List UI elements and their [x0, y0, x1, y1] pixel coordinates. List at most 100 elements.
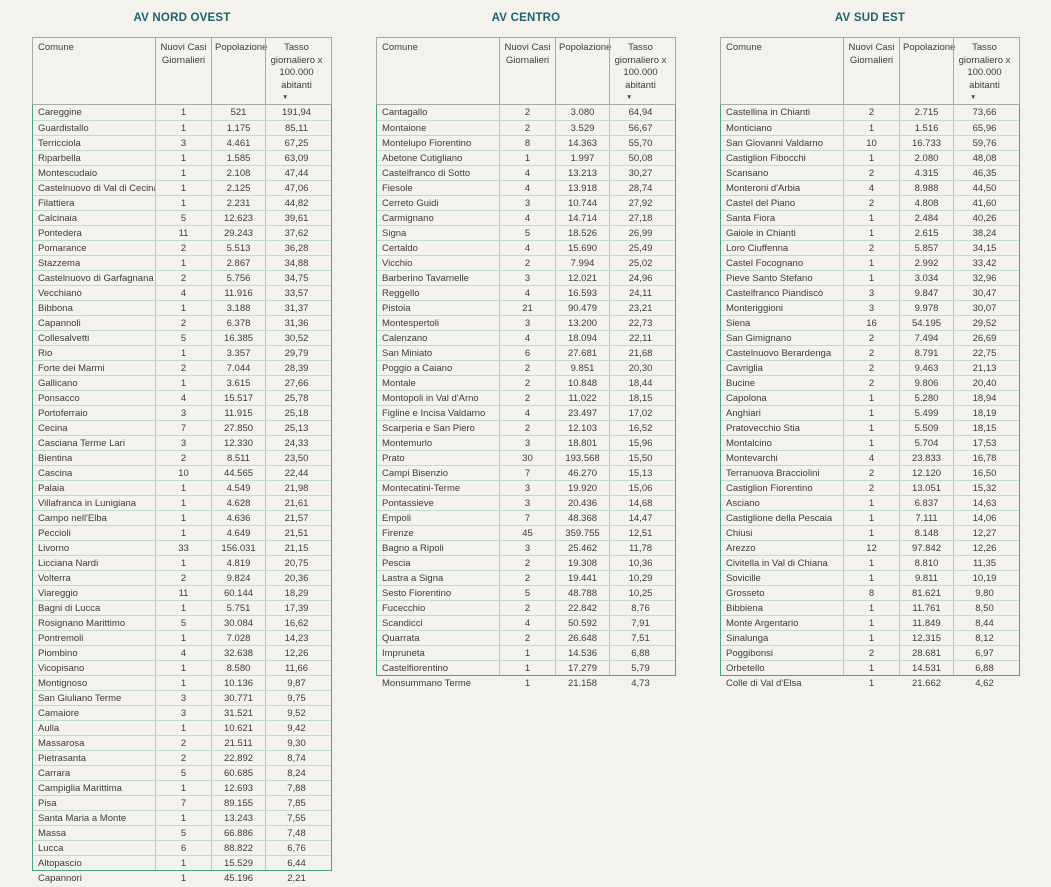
table-row[interactable]: Santa Fiora 1 2.484 40,26	[721, 210, 1019, 226]
table-row[interactable]: Montopoli in Val d'Arno 2 11.022 18,15	[377, 390, 675, 406]
table-row[interactable]: Fiesole 4 13.918 28,74	[377, 180, 675, 196]
table-row[interactable]: Montescudaio 1 2.108 47,44	[33, 165, 331, 181]
table-row[interactable]: Montelupo Fiorentino 8 14.363 55,70	[377, 135, 675, 151]
table-row[interactable]: Rosignano Marittimo 5 30.084 16,62	[33, 615, 331, 631]
table-row[interactable]: Chiusi 1 8.148 12,27	[721, 525, 1019, 541]
table-row[interactable]: Castiglion Fibocchi 1 2.080 48,08	[721, 150, 1019, 166]
table-row[interactable]: Fucecchio 2 22.842 8,76	[377, 600, 675, 616]
table-row[interactable]: Careggine 1 521 191,94	[33, 105, 331, 121]
table-row[interactable]: Volterra 2 9.824 20,36	[33, 570, 331, 586]
table-row[interactable]: Signa 5 18.526 26,99	[377, 225, 675, 241]
table-row[interactable]: Bagni di Lucca 1 5.751 17,39	[33, 600, 331, 616]
table-row[interactable]: Scansano 2 4.315 46,35	[721, 165, 1019, 181]
table-row[interactable]: Filattiera 1 2.231 44,82	[33, 195, 331, 211]
table-row[interactable]: Pistoia 21 90.479 23,21	[377, 300, 675, 316]
table-row[interactable]: Vicopisano 1 8.580 11,66	[33, 660, 331, 676]
table-row[interactable]: Grosseto 8 81.621 9,80	[721, 585, 1019, 601]
table-row[interactable]: Scandicci 4 50.592 7,91	[377, 615, 675, 631]
table-row[interactable]: Pisa 7 89.155 7,85	[33, 795, 331, 811]
table-row[interactable]: Rio 1 3.357 29,79	[33, 345, 331, 361]
table-row[interactable]: Capannoli 2 6.378 31,36	[33, 315, 331, 331]
table-row[interactable]: Scarperia e San Piero 2 12.103 16,52	[377, 420, 675, 436]
table-row[interactable]: Vecchiano 4 11.916 33,57	[33, 285, 331, 301]
table-row[interactable]: Sesto Fiorentino 5 48.788 10,25	[377, 585, 675, 601]
table-row[interactable]: Castiglion Fiorentino 2 13.051 15,32	[721, 480, 1019, 496]
table-row[interactable]: Gaiole in Chianti 1 2.615 38,24	[721, 225, 1019, 241]
table-row[interactable]: Cerreto Guidi 3 10.744 27,92	[377, 195, 675, 211]
table-row[interactable]: Portoferraio 3 11.915 25,18	[33, 405, 331, 421]
table-row[interactable]: Sovicille 1 9.811 10,19	[721, 570, 1019, 586]
table-row[interactable]: Bibbiena 1 11.761 8,50	[721, 600, 1019, 616]
table-row[interactable]: Gallicano 1 3.615 27,66	[33, 375, 331, 391]
table-row[interactable]: Figline e Incisa Valdarno 4 23.497 17,02	[377, 405, 675, 421]
table-row[interactable]: Poggibonsi 2 28.681 6,97	[721, 645, 1019, 661]
table-row[interactable]: Pieve Santo Stefano 1 3.034 32,96	[721, 270, 1019, 286]
table-row[interactable]: Montevarchi 4 23.833 16,78	[721, 450, 1019, 466]
table-row[interactable]: Arezzo 12 97.842 12,26	[721, 540, 1019, 556]
table-row[interactable]: Montespertoli 3 13.200 22,73	[377, 315, 675, 331]
column-header-nuovi-casi[interactable]: Nuovi Casi Giornalieri	[843, 38, 899, 105]
table-row[interactable]: Prato 30 193.568 15,50	[377, 450, 675, 466]
table-row[interactable]: Ponsacco 4 15.517 25,78	[33, 390, 331, 406]
table-row[interactable]: Castelnuovo Berardenga 2 8.791 22,75	[721, 345, 1019, 361]
table-row[interactable]: Loro Ciuffenna 2 5.857 34,15	[721, 240, 1019, 256]
table-row[interactable]: Castelfiorentino 1 17.279 5,79	[377, 660, 675, 676]
table-row[interactable]: Terricciola 3 4.461 67,25	[33, 135, 331, 151]
table-row[interactable]: Altopascio 1 15.529 6,44	[33, 855, 331, 871]
table-row[interactable]: Montale 2 10.848 18,44	[377, 375, 675, 391]
column-header-nuovi-casi[interactable]: Nuovi Casi Giornalieri	[155, 38, 211, 105]
column-header-tasso[interactable]: Tasso giornaliero x 100.000 abitanti ▼	[609, 38, 671, 105]
table-row[interactable]: Riparbella 1 1.585 63,09	[33, 150, 331, 166]
table-row[interactable]: Asciano 1 6.837 14,63	[721, 495, 1019, 511]
sort-desc-icon[interactable]: ▼	[626, 94, 633, 102]
table-row[interactable]: Bibbona 1 3.188 31,37	[33, 300, 331, 316]
table-row[interactable]: San Giuliano Terme 3 30.771 9,75	[33, 690, 331, 706]
table-row[interactable]: Santa Maria a Monte 1 13.243 7,55	[33, 810, 331, 826]
table-row[interactable]: Quarrata 2 26.648 7,51	[377, 630, 675, 646]
table-row[interactable]: Pontremoli 1 7.028 14,23	[33, 630, 331, 646]
table-row[interactable]: Forte dei Marmi 2 7.044 28,39	[33, 360, 331, 376]
table-row[interactable]: Monsummano Terme 1 21.158 4,73	[377, 676, 676, 691]
table-row[interactable]: Montalcino 1 5.704 17,53	[721, 435, 1019, 451]
table-row[interactable]: Colle di Val d'Elsa 1 21.662 4,62	[721, 676, 1020, 691]
table-row[interactable]: Pontedera 11 29.243 37,62	[33, 225, 331, 241]
sort-desc-icon[interactable]: ▼	[970, 94, 977, 102]
table-row[interactable]: Lucca 6 88.822 6,76	[33, 840, 331, 856]
table-row[interactable]: Piombino 4 32.638 12,26	[33, 645, 331, 661]
column-header-tasso[interactable]: Tasso giornaliero x 100.000 abitanti ▼	[953, 38, 1015, 105]
table-row[interactable]: Monticiano 1 1.516 65,96	[721, 120, 1019, 136]
table-row[interactable]: Montignoso 1 10.136 9,87	[33, 675, 331, 691]
table-row[interactable]: Cavriglia 2 9.463 21,13	[721, 360, 1019, 376]
table-row[interactable]: Livorno 33 156.031 21,15	[33, 540, 331, 556]
table-row[interactable]: Barberino Tavarnelle 3 12.021 24,96	[377, 270, 675, 286]
table-row[interactable]: Siena 16 54.195 29,52	[721, 315, 1019, 331]
table-row[interactable]: Abetone Cutigliano 1 1.997 50,08	[377, 150, 675, 166]
table-row[interactable]: Pontassieve 3 20.436 14,68	[377, 495, 675, 511]
column-header-popolazione[interactable]: Popolazione	[899, 38, 955, 105]
table-row[interactable]: Massarosa 2 21.511 9,30	[33, 735, 331, 751]
table-row[interactable]: Campo nell'Elba 1 4.636 21,57	[33, 510, 331, 526]
table-row[interactable]: Carmignano 4 14.714 27,18	[377, 210, 675, 226]
column-header-popolazione[interactable]: Popolazione	[211, 38, 267, 105]
table-row[interactable]: Calenzano 4 18.094 22,11	[377, 330, 675, 346]
table-row[interactable]: Bagno a Ripoli 3 25.462 11,78	[377, 540, 675, 556]
table-row[interactable]: Castellina in Chianti 2 2.715 73,66	[721, 105, 1019, 121]
table-row[interactable]: Collesalvetti 5 16.385 30,52	[33, 330, 331, 346]
table-row[interactable]: Monteroni d'Arbia 4 8.988 44,50	[721, 180, 1019, 196]
table-row[interactable]: Bientina 2 8.511 23,50	[33, 450, 331, 466]
table-row[interactable]: Carrara 5 60.685 8,24	[33, 765, 331, 781]
table-row[interactable]: Monteriggioni 3 9.978 30,07	[721, 300, 1019, 316]
column-header-popolazione[interactable]: Popolazione	[555, 38, 611, 105]
table-row[interactable]: Licciana Nardi 1 4.819 20,75	[33, 555, 331, 571]
table-row[interactable]: Reggello 4 16.593 24,11	[377, 285, 675, 301]
table-row[interactable]: Pomarance 2 5.513 36,28	[33, 240, 331, 256]
table-row[interactable]: Anghiari 1 5.499 18,19	[721, 405, 1019, 421]
table-row[interactable]: Castel del Piano 2 4.808 41,60	[721, 195, 1019, 211]
table-row[interactable]: Civitella in Val di Chiana 1 8.810 11,35	[721, 555, 1019, 571]
table-row[interactable]: Cascina 10 44.565 22,44	[33, 465, 331, 481]
table-row[interactable]: Castiglione della Pescaia 1 7.111 14,06	[721, 510, 1019, 526]
column-header-nuovi-casi[interactable]: Nuovi Casi Giornalieri	[499, 38, 555, 105]
table-row[interactable]: Castelnuovo di Garfagnana 2 5.756 34,75	[33, 270, 331, 286]
table-row[interactable]: Pescia 2 19.308 10,36	[377, 555, 675, 571]
table-row[interactable]: Villafranca in Lunigiana 1 4.628 21,61	[33, 495, 331, 511]
